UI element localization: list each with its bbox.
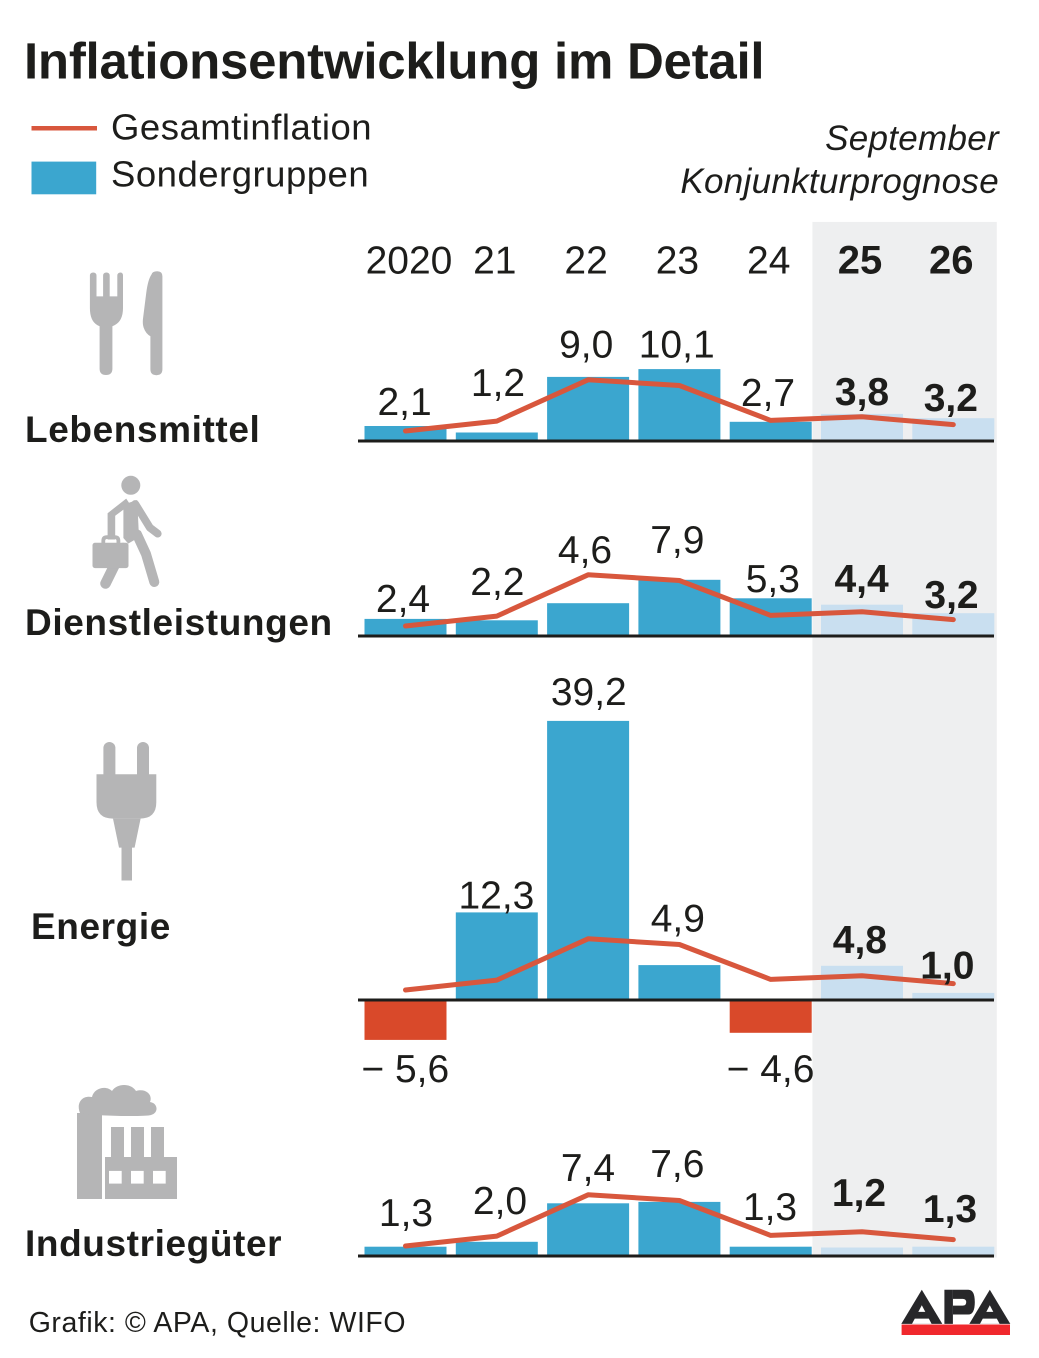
svg-text:21: 21 <box>473 240 516 283</box>
svg-text:4,9: 4,9 <box>651 898 705 941</box>
svg-text:23: 23 <box>656 240 699 283</box>
svg-text:4,8: 4,8 <box>833 919 887 962</box>
svg-text:Konjunkturprognose: Konjunkturprognose <box>680 162 999 201</box>
svg-text:September: September <box>825 119 1000 158</box>
svg-text:1,3: 1,3 <box>379 1192 433 1235</box>
svg-text:2,0: 2,0 <box>473 1180 527 1223</box>
svg-text:1,3: 1,3 <box>923 1188 977 1231</box>
svg-text:22: 22 <box>564 240 607 283</box>
svg-text:Lebensmittel: Lebensmittel <box>25 409 260 450</box>
svg-text:4,6: 4,6 <box>558 529 612 572</box>
svg-text:25: 25 <box>838 239 883 283</box>
svg-text:2,7: 2,7 <box>741 372 795 415</box>
svg-text:− 4,6: − 4,6 <box>727 1048 815 1091</box>
svg-text:10,1: 10,1 <box>639 324 715 367</box>
svg-text:3,2: 3,2 <box>924 377 978 420</box>
svg-text:12,3: 12,3 <box>458 875 534 918</box>
svg-text:4,4: 4,4 <box>834 558 889 601</box>
svg-text:2,4: 2,4 <box>376 578 430 621</box>
svg-text:1,0: 1,0 <box>920 945 974 988</box>
svg-text:39,2: 39,2 <box>551 671 627 714</box>
svg-text:Gesamtinflation: Gesamtinflation <box>111 107 372 148</box>
svg-text:1,3: 1,3 <box>743 1186 797 1229</box>
svg-text:1,2: 1,2 <box>471 362 525 405</box>
svg-text:26: 26 <box>929 239 974 283</box>
svg-text:24: 24 <box>747 240 790 283</box>
svg-text:5,3: 5,3 <box>746 558 800 601</box>
svg-text:Grafik: © APA, Quelle: WIFO: Grafik: © APA, Quelle: WIFO <box>29 1307 406 1339</box>
svg-text:Sondergruppen: Sondergruppen <box>111 154 369 195</box>
svg-text:9,0: 9,0 <box>559 324 613 367</box>
svg-text:Inflationsentwicklung im Detai: Inflationsentwicklung im Detail <box>24 32 764 89</box>
svg-text:Dienstleistungen: Dienstleistungen <box>25 602 333 643</box>
svg-text:3,2: 3,2 <box>924 574 978 617</box>
svg-text:2,2: 2,2 <box>470 561 524 604</box>
svg-text:7,4: 7,4 <box>561 1147 615 1190</box>
svg-text:2020: 2020 <box>366 240 453 283</box>
svg-text:2,1: 2,1 <box>377 381 431 424</box>
svg-text:1,2: 1,2 <box>832 1172 886 1215</box>
svg-text:7,9: 7,9 <box>650 519 704 562</box>
svg-text:Energie: Energie <box>31 906 171 947</box>
svg-text:Industriegüter: Industriegüter <box>25 1223 282 1264</box>
svg-text:− 5,6: − 5,6 <box>361 1048 449 1091</box>
svg-text:7,6: 7,6 <box>650 1143 704 1186</box>
svg-text:3,8: 3,8 <box>835 371 889 414</box>
